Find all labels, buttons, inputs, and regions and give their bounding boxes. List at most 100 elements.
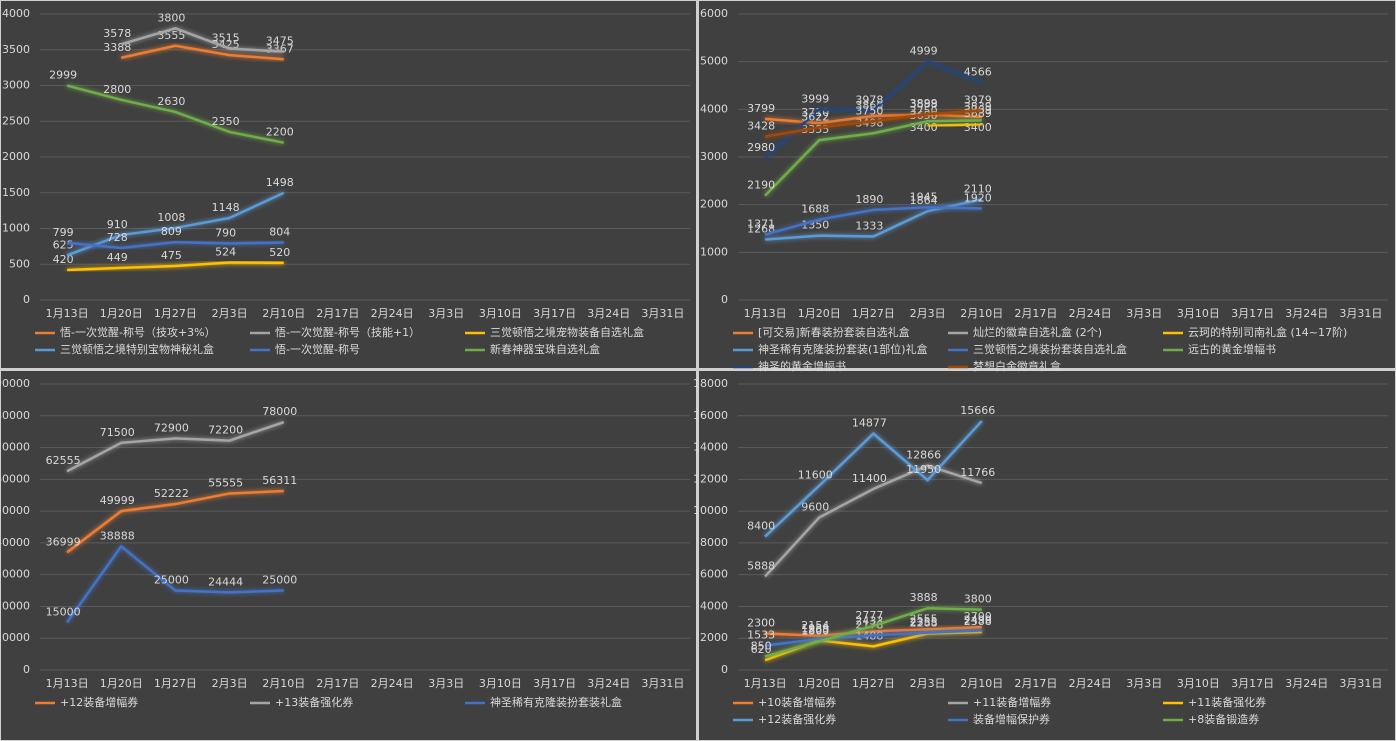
series-line [66, 240, 284, 250]
legend-label: 悟-一次觉醒-称号（技攻+3%） [60, 325, 216, 339]
y-tick-label: 1500 [2, 186, 30, 199]
data-label: 2490 [964, 613, 992, 626]
legend-label: +12装备强化券 [758, 712, 836, 726]
y-tick-label: 0 [23, 293, 30, 306]
x-tick-label: 2月24日 [1069, 677, 1112, 690]
x-tick-label: 3月17日 [1231, 307, 1274, 320]
data-label: 520 [269, 246, 290, 259]
legend-label: [可交易]新春装扮套装自选礼盒 [758, 325, 910, 339]
data-label: 524 [215, 246, 236, 259]
x-tick-label: 2月17日 [316, 677, 359, 690]
y-tick-label: 10000 [0, 631, 30, 644]
chart: 0 500 1000 1500 2000 2500 3000 3500 4000 1月13日 1月2… [2, 7, 690, 356]
panel [1, 371, 696, 740]
series-line [765, 625, 982, 638]
data-label: 1864 [910, 194, 938, 207]
panel [1, 1, 696, 368]
data-label: 2300 [747, 616, 775, 629]
data-label: 1890 [855, 193, 883, 206]
data-label: 3899 [910, 97, 938, 110]
x-tick-label: 2月17日 [1014, 307, 1057, 320]
y-tick-label: 2500 [2, 114, 30, 127]
series-line [764, 109, 982, 138]
series-line [927, 122, 982, 128]
data-label: 1688 [801, 203, 829, 216]
x-tick-label: 3月24日 [587, 677, 630, 690]
series-line [764, 60, 983, 159]
data-label: 71500 [100, 426, 135, 439]
data-label: 475 [161, 249, 182, 262]
data-label: 1148 [212, 201, 240, 214]
y-tick-label: 12000 [693, 472, 728, 485]
x-tick-label: 2月24日 [371, 307, 414, 320]
legend-label: 三觉顿悟之境装扮套装自选礼盒 [973, 342, 1127, 356]
series-line [66, 191, 285, 257]
data-label: 1371 [747, 218, 775, 231]
data-label: 2190 [747, 179, 775, 192]
data-label: 15666 [960, 404, 995, 417]
series-line [764, 113, 982, 125]
series-line [764, 606, 982, 658]
data-label: 910 [107, 218, 128, 231]
legend-label: 神圣稀有克隆装扮套装礼盒 [490, 695, 622, 709]
x-tick-label: 3月31日 [641, 307, 684, 320]
y-tick-label: 16000 [693, 409, 728, 422]
y-tick-label: 90000 [0, 377, 30, 390]
data-label: 3578 [103, 27, 131, 40]
x-tick-label: 3月3日 [1126, 677, 1162, 690]
data-label: 2999 [49, 69, 77, 82]
x-tick-label: 1月13日 [46, 307, 89, 320]
x-tick-label: 2月3日 [910, 307, 946, 320]
data-label: 11400 [852, 472, 887, 485]
legend-label: +11装备增幅券 [973, 695, 1051, 709]
series-line [120, 26, 284, 53]
y-tick-label: 2000 [700, 631, 728, 644]
x-tick-label: 1月27日 [154, 307, 197, 320]
legend-label: +10装备增幅券 [758, 695, 836, 709]
data-label: 2700 [964, 610, 992, 623]
series-line [764, 119, 982, 197]
x-tick-label: 3月3日 [428, 677, 464, 690]
y-tick-label: 3000 [2, 79, 30, 92]
data-label: 2630 [157, 95, 185, 108]
series-line [66, 84, 284, 144]
x-tick-label: 3月31日 [641, 677, 684, 690]
data-label: 2350 [212, 115, 240, 128]
data-label: 449 [107, 251, 128, 264]
data-label: 55555 [208, 476, 243, 489]
data-label: 1945 [910, 190, 938, 203]
x-tick-label: 3月24日 [1285, 677, 1328, 690]
data-label: 3888 [910, 591, 938, 604]
data-label: 3400 [964, 121, 992, 134]
data-label: 3999 [801, 92, 829, 105]
x-tick-label: 3月31日 [1339, 307, 1382, 320]
y-tick-label: 8000 [700, 536, 728, 549]
data-label: 1533 [747, 629, 775, 642]
legend-label: 三觉顿悟之境宠物装备自选礼盒 [490, 325, 644, 339]
data-label: 11766 [960, 466, 995, 479]
legend-label: 远古的黄金增幅书 [1188, 342, 1276, 356]
legend-label: 悟-一次觉醒-称号（技能+1） [275, 325, 420, 339]
data-label: 2200 [266, 126, 294, 139]
y-tick-label: 60000 [0, 472, 30, 485]
y-tick-label: 18000 [693, 377, 728, 390]
data-label: 49999 [100, 494, 135, 507]
x-tick-label: 3月17日 [1231, 677, 1274, 690]
y-tick-label: 10000 [693, 504, 728, 517]
x-tick-label: 2月24日 [371, 677, 414, 690]
x-tick-label: 3月24日 [587, 307, 630, 320]
data-label: 2777 [855, 609, 883, 622]
x-tick-label: 1月20日 [798, 307, 841, 320]
legend-label: 新春神器宝珠自选礼盒 [490, 342, 600, 356]
data-label: 1959 [801, 622, 829, 635]
y-tick-label: 3500 [2, 43, 30, 56]
y-tick-label: 3000 [700, 150, 728, 163]
y-tick-label: 1000 [2, 222, 30, 235]
data-label: 3888 [910, 98, 938, 111]
data-label: 2110 [964, 182, 992, 195]
data-label: 3799 [747, 102, 775, 115]
chart: 0 2000 4000 6000 8000 10000 12000 14000 16000 180… [693, 377, 1388, 726]
x-tick-label: 3月31日 [1339, 677, 1382, 690]
x-tick-label: 1月13日 [46, 677, 89, 690]
